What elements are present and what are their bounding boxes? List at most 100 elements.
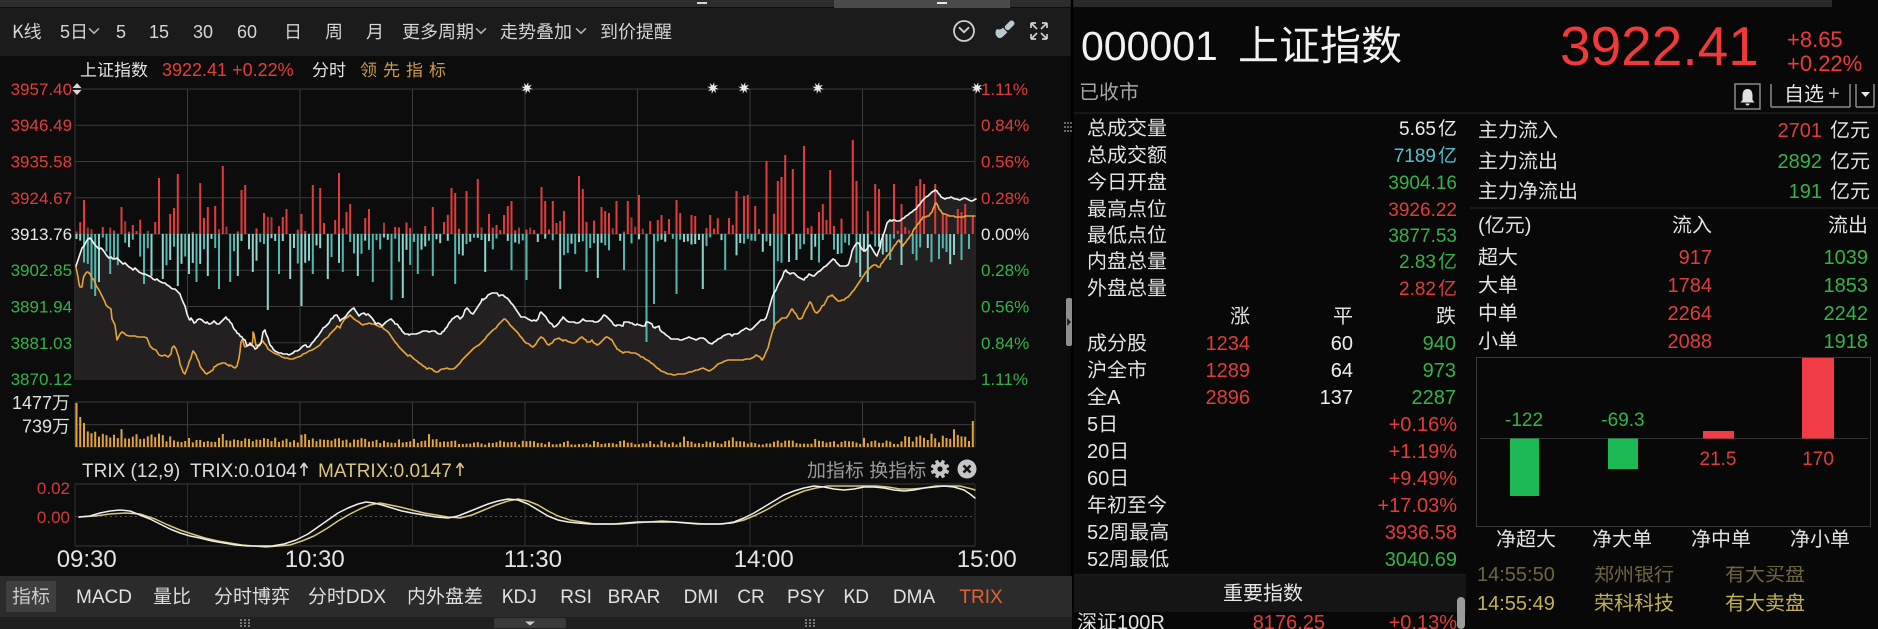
svg-text:3881.03: 3881.03	[11, 334, 72, 353]
svg-text:PSY: PSY	[787, 587, 825, 608]
svg-text:2896: 2896	[1206, 387, 1251, 409]
svg-text:3870.12: 3870.12	[11, 370, 72, 389]
svg-text:-69.3: -69.3	[1601, 410, 1644, 431]
svg-text:8176.25: 8176.25	[1253, 612, 1325, 629]
svg-text:A: A	[1107, 387, 1121, 409]
svg-text:0.84%: 0.84%	[981, 116, 1029, 135]
svg-text:3904.16: 3904.16	[1388, 173, 1457, 194]
svg-text:1039: 1039	[1824, 247, 1869, 269]
svg-text:0.84%: 0.84%	[981, 334, 1029, 353]
svg-text:20: 20	[1087, 441, 1109, 463]
svg-text:21.5: 21.5	[1700, 449, 1737, 470]
svg-text:5: 5	[1087, 414, 1098, 436]
svg-text:917: 917	[1679, 247, 1712, 269]
svg-text:+0.22%: +0.22%	[1787, 51, 1862, 76]
svg-text:14:55:49: 14:55:49	[1477, 593, 1555, 615]
svg-text:DDX: DDX	[346, 587, 386, 608]
svg-text:739: 739	[22, 417, 52, 437]
svg-text:MATRIX:0.0147: MATRIX:0.0147	[318, 461, 452, 482]
svg-text:D: D	[855, 587, 869, 608]
svg-text:5.65: 5.65	[1399, 119, 1436, 140]
svg-text:DMI: DMI	[684, 587, 719, 608]
svg-text:+: +	[1828, 83, 1840, 105]
svg-text:0.56%: 0.56%	[981, 153, 1029, 172]
svg-text:60: 60	[237, 22, 257, 42]
svg-text:14:00: 14:00	[734, 546, 794, 573]
svg-text:2287: 2287	[1412, 387, 1457, 409]
svg-text:10:30: 10:30	[285, 546, 345, 573]
svg-text:52: 52	[1087, 549, 1109, 571]
svg-text:0.02: 0.02	[37, 479, 70, 498]
svg-text:+8.65: +8.65	[1787, 27, 1843, 52]
svg-text:-122: -122	[1505, 410, 1543, 431]
svg-text:3957.40: 3957.40	[11, 80, 72, 99]
svg-text:1918: 1918	[1824, 331, 1869, 353]
svg-text:15:00: 15:00	[957, 546, 1017, 573]
svg-text:TRIX (12,9): TRIX (12,9)	[82, 461, 180, 482]
svg-text:64: 64	[1331, 360, 1353, 382]
svg-text:0.56%: 0.56%	[981, 298, 1029, 317]
svg-text:11:30: 11:30	[504, 546, 562, 573]
svg-text:1.11%: 1.11%	[981, 370, 1028, 389]
svg-text:0.28%: 0.28%	[981, 189, 1029, 208]
svg-text:1289: 1289	[1206, 360, 1251, 382]
svg-text:DJ: DJ	[514, 587, 537, 608]
svg-text:3877.53: 3877.53	[1388, 226, 1457, 247]
svg-text:3922.41 +0.22%: 3922.41 +0.22%	[162, 60, 294, 80]
svg-text:): )	[1525, 215, 1532, 237]
svg-text:3935.58: 3935.58	[11, 153, 72, 172]
svg-text:1.11%: 1.11%	[981, 80, 1028, 99]
svg-text:1477: 1477	[12, 393, 52, 413]
svg-text:+1.19%: +1.19%	[1389, 441, 1458, 463]
svg-text:3891.94: 3891.94	[11, 298, 72, 317]
svg-text:2892: 2892	[1778, 151, 1823, 173]
svg-text:191: 191	[1789, 181, 1822, 203]
svg-text:TRIX: TRIX	[959, 587, 1003, 608]
svg-text:+17.03%: +17.03%	[1378, 495, 1458, 517]
svg-text:CR: CR	[737, 587, 764, 608]
svg-text:RSI: RSI	[560, 587, 592, 608]
svg-text:MACD: MACD	[76, 587, 132, 608]
svg-text:3922.41: 3922.41	[1560, 15, 1759, 77]
svg-text:3040.69: 3040.69	[1385, 549, 1457, 571]
svg-text:3913.76: 3913.76	[11, 225, 72, 244]
svg-text:1234: 1234	[1206, 333, 1251, 355]
svg-text:30: 30	[193, 22, 213, 42]
svg-text:0.00: 0.00	[37, 508, 70, 527]
svg-text:3946.49: 3946.49	[11, 116, 72, 135]
svg-text:2.82: 2.82	[1399, 279, 1436, 300]
svg-text:TRIX:0.0104: TRIX:0.0104	[190, 461, 297, 482]
svg-text:940: 940	[1423, 333, 1456, 355]
svg-text:3924.67: 3924.67	[11, 189, 72, 208]
svg-text:+9.49%: +9.49%	[1389, 468, 1458, 490]
svg-text:000001: 000001	[1081, 23, 1218, 69]
svg-text:137: 137	[1320, 387, 1353, 409]
svg-text:09:30: 09:30	[57, 546, 117, 573]
svg-text:1853: 1853	[1824, 275, 1869, 297]
svg-text:100R: 100R	[1117, 612, 1165, 629]
svg-text:2242: 2242	[1824, 303, 1869, 325]
svg-text:60: 60	[1331, 333, 1353, 355]
svg-text:BRAR: BRAR	[608, 587, 661, 608]
svg-text:5: 5	[116, 22, 126, 42]
svg-text:973: 973	[1423, 360, 1456, 382]
svg-text:7189: 7189	[1394, 146, 1436, 167]
svg-text:3936.58: 3936.58	[1385, 522, 1457, 544]
svg-text:170: 170	[1802, 449, 1834, 470]
svg-text:+0.13%: +0.13%	[1389, 612, 1458, 629]
svg-text:0.00%: 0.00%	[981, 225, 1029, 244]
svg-text:1784: 1784	[1668, 275, 1713, 297]
svg-text:2701: 2701	[1778, 120, 1823, 142]
svg-text:52: 52	[1087, 522, 1109, 544]
svg-text:+0.16%: +0.16%	[1389, 414, 1458, 436]
svg-text:14:55:50: 14:55:50	[1477, 564, 1555, 586]
svg-text:2088: 2088	[1668, 331, 1713, 353]
svg-text:DMA: DMA	[893, 587, 936, 608]
svg-text:2264: 2264	[1668, 303, 1713, 325]
svg-text:(: (	[1478, 215, 1485, 237]
svg-text:2.83: 2.83	[1399, 252, 1436, 273]
svg-text:0.28%: 0.28%	[981, 261, 1029, 280]
svg-text:15: 15	[149, 22, 169, 42]
svg-text:60: 60	[1087, 468, 1109, 490]
svg-text:3926.22: 3926.22	[1388, 200, 1457, 221]
